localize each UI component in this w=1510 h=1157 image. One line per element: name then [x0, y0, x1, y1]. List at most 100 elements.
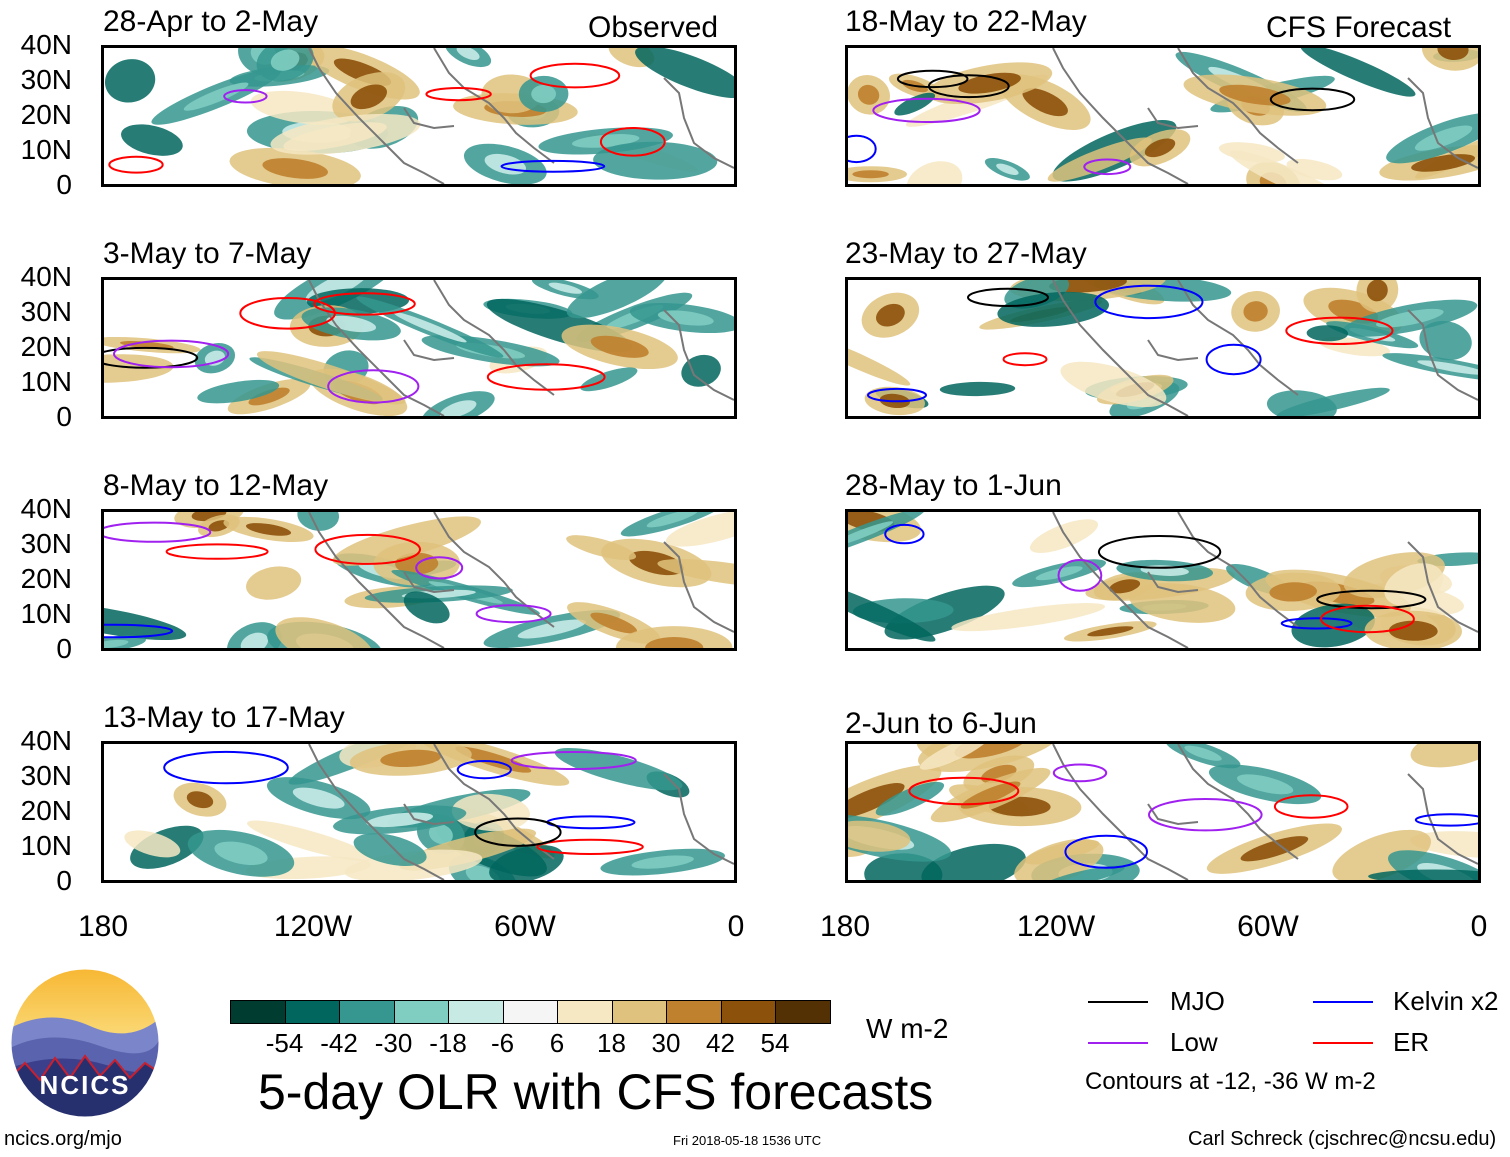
olr-anomaly — [1437, 48, 1469, 61]
olr-anomaly — [1041, 865, 1125, 880]
wave-contour — [327, 369, 420, 404]
olr-anomaly — [428, 823, 453, 845]
y-tick-label: 40N — [20, 29, 72, 60]
wave-contour — [239, 297, 336, 330]
legend-label: Low — [1170, 1027, 1218, 1057]
olr-anomaly — [1184, 745, 1222, 761]
wave-contour — [884, 523, 925, 545]
olr-anomaly — [1229, 150, 1352, 184]
wave-contour — [474, 817, 562, 847]
olr-anomaly — [121, 124, 183, 156]
olr-anomaly — [1014, 838, 1104, 880]
map-panel — [101, 277, 737, 419]
olr-anomaly — [250, 90, 355, 125]
coastline — [1052, 512, 1478, 648]
x-tick-label: 120W — [273, 910, 353, 943]
olr-anomaly — [1087, 626, 1134, 637]
olr-anomaly — [292, 787, 345, 809]
olr-anomaly — [247, 820, 373, 862]
olr-anomaly — [1240, 836, 1309, 862]
olr-anomaly — [104, 59, 156, 103]
olr-anomaly — [1109, 579, 1141, 594]
olr-field — [848, 744, 1478, 880]
olr-field — [848, 48, 1478, 184]
website-link[interactable]: ncics.org/mjo — [4, 1128, 122, 1150]
y-tick-label: 20N — [20, 331, 72, 362]
wave-contour — [848, 134, 877, 164]
wave-contour — [104, 521, 212, 543]
map-panel — [845, 741, 1481, 883]
y-tick-label: 10N — [20, 134, 72, 165]
wave-contour — [1273, 794, 1349, 819]
colorbar-swatch — [557, 1000, 613, 1024]
olr-anomaly — [657, 310, 714, 326]
olr-anomaly — [1300, 48, 1416, 97]
wave-contour — [1285, 316, 1394, 345]
olr-anomaly — [864, 853, 943, 880]
olr-anomaly — [245, 523, 292, 536]
wave-contour — [1057, 559, 1103, 592]
olr-anomaly — [848, 521, 894, 547]
wave-contour — [1280, 617, 1353, 630]
colorbar-tick-label: -6 — [490, 1028, 515, 1058]
olr-anomaly — [489, 845, 564, 880]
colorbar-tick-label: 6 — [549, 1028, 565, 1058]
timestamp: Fri 2018-05-18 1536 UTC — [673, 1133, 822, 1148]
olr-anomaly — [548, 282, 583, 294]
olr-anomaly — [593, 141, 718, 180]
coastline — [308, 48, 734, 184]
olr-anomaly — [353, 833, 427, 867]
olr-anomaly — [1129, 583, 1236, 623]
panel-title: 3-May to 7-May — [103, 237, 312, 270]
olr-anomaly — [580, 367, 638, 392]
olr-anomaly — [960, 781, 1021, 809]
olr-anomaly — [958, 72, 1021, 94]
olr-anomaly — [1218, 142, 1285, 163]
olr-anomaly — [681, 354, 721, 387]
olr-anomaly — [248, 387, 290, 406]
olr-field — [848, 280, 1478, 416]
olr-anomaly — [1049, 280, 1127, 293]
wave-contour — [113, 339, 230, 369]
panel-title: 13-May to 17-May — [103, 701, 345, 734]
olr-anomaly — [875, 781, 945, 816]
olr-anomaly — [1417, 360, 1478, 375]
legend-label: ER — [1393, 1027, 1430, 1057]
olr-anomaly — [1029, 519, 1099, 553]
olr-anomaly — [645, 637, 704, 648]
colorbar-swatch — [230, 1000, 286, 1024]
olr-anomaly — [848, 783, 905, 819]
olr-anomaly — [566, 535, 637, 561]
olr-anomaly — [951, 603, 1106, 632]
olr-anomaly — [350, 84, 387, 110]
y-tick-label: 20N — [20, 99, 72, 130]
wave-contour — [163, 750, 289, 785]
olr-anomaly — [1269, 582, 1317, 602]
y-tick-label: 40N — [20, 725, 72, 756]
map-panel — [845, 509, 1481, 651]
wave-contour — [456, 760, 512, 780]
legend-label: Kelvin x2 — [1393, 986, 1499, 1016]
y-tick-label: 40N — [20, 493, 72, 524]
panel-title: 2-Jun to 6-Jun — [845, 707, 1037, 740]
x-tick-label: 0 — [727, 910, 745, 943]
olr-anomaly — [270, 113, 421, 155]
wave-contour — [1414, 813, 1478, 827]
credit: Carl Schreck (cjschrec@ncsu.edu) — [1188, 1128, 1497, 1150]
y-tick-label: 20N — [20, 795, 72, 826]
logo-text: NCICS — [39, 1070, 131, 1100]
y-tick-label: 30N — [20, 760, 72, 791]
olr-anomaly — [566, 280, 668, 319]
colorbar-swatch — [666, 1000, 722, 1024]
coastline — [1052, 48, 1478, 184]
x-tick-label: 0 — [1470, 910, 1488, 943]
wave-contour — [536, 838, 644, 856]
olr-anomaly — [665, 512, 734, 547]
wave-contour — [1148, 797, 1263, 832]
olr-anomaly — [1384, 563, 1444, 607]
y-tick-label: 0 — [56, 169, 72, 200]
legend-swatch-low — [1088, 1042, 1148, 1044]
colorbar-swatch — [339, 1000, 395, 1024]
wave-contour — [104, 346, 199, 369]
wave-contour — [415, 556, 464, 580]
